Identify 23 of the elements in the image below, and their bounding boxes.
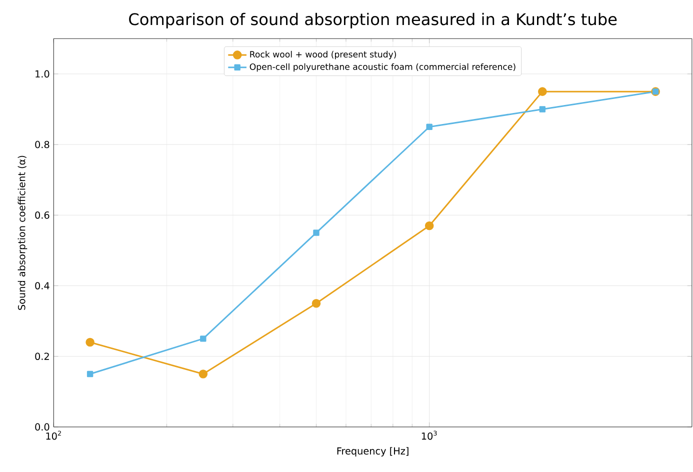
x-axis-title: Frequency [Hz] bbox=[337, 447, 408, 456]
x-tick-label: 10$^{3}$ bbox=[422, 430, 437, 440]
point bbox=[200, 336, 206, 342]
point bbox=[86, 338, 94, 347]
x-tick-label: 10$^{2}$ bbox=[46, 430, 61, 440]
point bbox=[312, 298, 321, 308]
y-axis-title: Sound absorption coefficient (α) bbox=[18, 156, 28, 310]
legend-label: Open-cell polyurethane acoustic foam (commercial reference) bbox=[250, 63, 516, 72]
point bbox=[539, 106, 546, 112]
y-tick-label: 0.2 bbox=[35, 352, 49, 360]
chart-title: Comparison of sound absorption measured in a Kundt’s tube bbox=[129, 12, 617, 28]
point bbox=[538, 87, 547, 96]
y-tick-label: 0.4 bbox=[35, 282, 50, 290]
point bbox=[424, 221, 434, 230]
point bbox=[426, 124, 432, 130]
y-tick-label: 0.0 bbox=[35, 423, 50, 431]
legend-label: Rock wool + wood (present study) bbox=[250, 50, 396, 60]
y-tick-label: 0.8 bbox=[35, 140, 50, 148]
y-tick-label: 1.0 bbox=[36, 70, 50, 78]
point bbox=[198, 370, 208, 378]
point bbox=[313, 230, 320, 236]
y-tick-label: 0.6 bbox=[35, 211, 50, 219]
point bbox=[86, 370, 94, 378]
